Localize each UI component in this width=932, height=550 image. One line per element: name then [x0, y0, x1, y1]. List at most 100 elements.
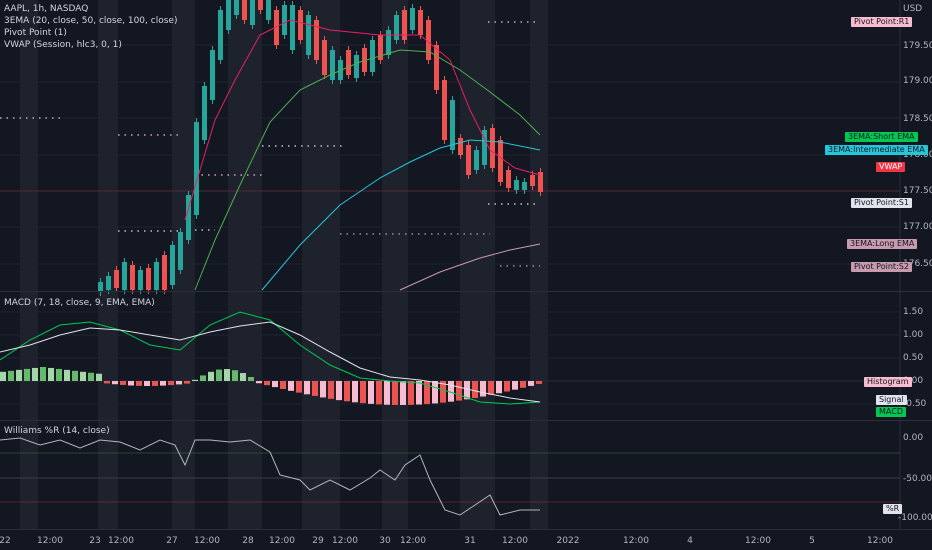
time-label: 12:00 — [867, 536, 893, 546]
macd-tick: -0.50 — [903, 399, 927, 409]
macd-tick: 0.50 — [903, 353, 924, 363]
histogram-bar — [488, 381, 494, 395]
histogram-bar — [32, 367, 38, 381]
histogram-bar — [280, 381, 286, 389]
vwap-indicator-title[interactable]: VWAP (Session, hlc3, 0, 1) — [4, 40, 122, 50]
histogram-bar — [336, 381, 342, 401]
histogram-bar — [248, 377, 254, 381]
candle-body — [514, 180, 519, 190]
macd-line — [0, 311, 541, 405]
candle-body — [282, 5, 287, 35]
histogram-bar — [232, 370, 238, 381]
candle-body — [426, 20, 431, 60]
time-label: 12:00 — [108, 536, 134, 546]
candle-body — [154, 262, 159, 290]
macd-legend[interactable]: MACD (7, 18, close, 9, EMA, EMA) — [4, 298, 155, 308]
candle-body — [354, 55, 359, 78]
time-label: 2022 — [556, 536, 580, 546]
histogram-bar — [320, 381, 326, 398]
macd-tick: 1.50 — [903, 307, 924, 317]
candle-body — [394, 15, 399, 40]
candle-body — [98, 282, 103, 292]
histogram-bar — [24, 368, 30, 381]
candle-body — [290, 5, 295, 50]
pivot-indicator-title[interactable]: Pivot Point (1) — [4, 28, 67, 38]
histogram-bar — [256, 381, 262, 384]
intermediate-ema-line — [261, 139, 541, 291]
histogram-bar — [168, 381, 174, 386]
candle-body — [138, 270, 143, 290]
histogram-bar — [448, 381, 454, 402]
short-ema-line — [194, 49, 541, 291]
time-label: 27 — [166, 536, 178, 546]
histogram-bar — [464, 381, 470, 400]
long-ema-tag: 3EMA:Long EMA — [847, 239, 918, 249]
main-macd-divider[interactable] — [0, 291, 932, 292]
candle-body — [242, 0, 247, 20]
ema-indicator-title[interactable]: 3EMA (20, close, 50, close, 100, close) — [4, 16, 178, 26]
histogram-bar — [480, 381, 486, 397]
pivot-s2-tag: Pivot Point:S2 — [851, 262, 912, 272]
histogram-bar — [440, 381, 446, 403]
candle-body — [538, 172, 543, 192]
symbol-title[interactable]: AAPL, 1h, NASDAQ — [4, 4, 89, 14]
candle-body — [162, 255, 167, 290]
histogram-bar — [48, 367, 54, 381]
candle-body — [266, 0, 271, 20]
histogram-bar — [392, 381, 398, 405]
price-tick: 177.00 — [903, 222, 932, 232]
candle-body — [402, 10, 407, 40]
price-tick: 178.50 — [903, 114, 932, 124]
histogram-bar — [208, 371, 214, 381]
histogram-bar — [152, 381, 158, 386]
time-label: 12:00 — [194, 536, 220, 546]
candle-body — [106, 276, 111, 290]
histogram-bar — [176, 381, 182, 385]
candle-body — [498, 140, 503, 182]
pivot-s1-tag: Pivot Point:S1 — [851, 198, 912, 208]
histogram-bar — [136, 381, 142, 386]
candle-body — [530, 175, 535, 186]
time-label: 12:00 — [269, 536, 295, 546]
candle-body — [386, 30, 391, 55]
histogram-bar — [496, 381, 502, 394]
price-tick: 176.50 — [903, 259, 932, 269]
macd-williams-divider[interactable] — [0, 420, 932, 421]
histogram-bar — [128, 381, 134, 386]
histogram-bar — [120, 381, 126, 385]
candle-body — [186, 195, 191, 240]
williams-legend[interactable]: Williams %R (14, close) — [4, 426, 110, 436]
histogram-bar — [224, 369, 230, 381]
time-label: 12:00 — [37, 536, 63, 546]
williams-r-tag: %R — [883, 504, 903, 514]
candle-body — [322, 40, 327, 75]
currency-label[interactable]: USD — [903, 4, 923, 14]
candle-body — [170, 245, 175, 285]
signal-tag: Signal — [876, 395, 907, 405]
histogram-bar — [0, 371, 6, 381]
time-label: 4 — [687, 536, 693, 546]
histogram-bar — [40, 367, 46, 381]
histogram-bar — [424, 381, 430, 405]
candle-body — [194, 122, 199, 215]
candle-body — [130, 265, 135, 290]
candle-body — [178, 232, 183, 270]
candle-body — [122, 262, 127, 290]
candle-body — [210, 50, 215, 100]
williams-tick: 0.00 — [903, 433, 924, 443]
candle-body — [226, 0, 231, 30]
candle-body — [250, 0, 255, 25]
candle-body — [314, 20, 319, 60]
macd-tick: 0.00 — [903, 376, 924, 386]
histogram-bar — [72, 370, 78, 381]
histogram-bar — [64, 369, 70, 381]
candle-body — [370, 40, 375, 72]
vwap-tag: VWAP — [876, 162, 906, 172]
main-legend[interactable]: AAPL, 1h, NASDAQ 3EMA (20, close, 50, cl… — [4, 3, 177, 51]
candle-body — [490, 128, 495, 168]
candle-body — [474, 150, 479, 170]
histogram-bar — [408, 381, 414, 405]
candle-body — [306, 15, 311, 55]
histogram-bar — [512, 381, 518, 390]
